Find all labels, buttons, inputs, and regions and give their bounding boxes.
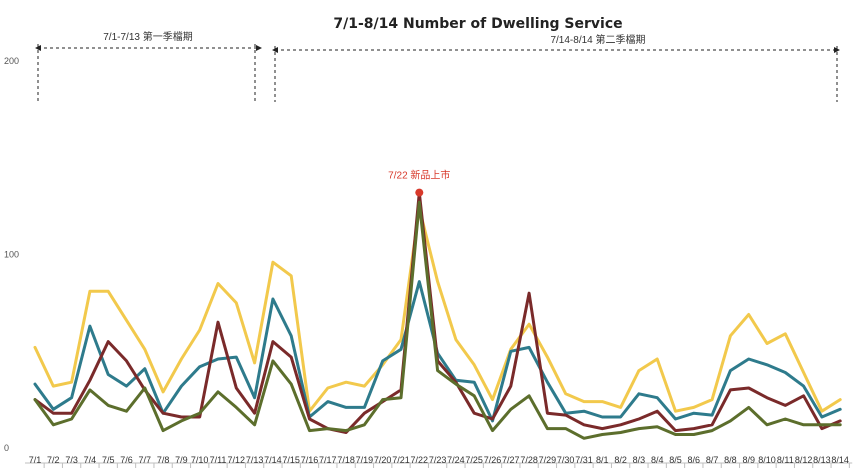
series-line-1 xyxy=(33,206,842,413)
x-tick-label: 7/18 xyxy=(337,455,355,465)
x-tick-label: 7/9 xyxy=(175,455,188,465)
series-lines xyxy=(33,191,842,440)
x-tick-label: 8/2 xyxy=(614,455,627,465)
x-tick-label: 8/4 xyxy=(651,455,664,465)
x-tick-label: 7/13 xyxy=(246,455,264,465)
x-tick-label: 7/11 xyxy=(210,455,227,465)
x-tick-label: 7/21 xyxy=(392,455,410,465)
x-tick-label: 8/5 xyxy=(669,455,682,465)
x-tick-label: 7/7 xyxy=(139,455,152,465)
period-markers: 7/1-7/13 第一季檔期 7/14-8/14 第二季檔期 xyxy=(35,30,840,102)
y-tick-label: 0 xyxy=(4,443,9,453)
y-axis: 0 100 200 xyxy=(4,56,19,453)
x-tick-label: 8/10 xyxy=(758,455,776,465)
x-tick-label: 7/16 xyxy=(301,455,319,465)
x-tick-label: 7/29 xyxy=(539,455,557,465)
x-tick-label: 7/15 xyxy=(282,455,300,465)
x-tick-label: 8/1 xyxy=(596,455,609,465)
x-tick-label: 7/23 xyxy=(429,455,447,465)
annotation-point xyxy=(415,188,424,197)
x-tick-label: 7/1 xyxy=(29,455,42,465)
x-tick-label: 7/20 xyxy=(374,455,392,465)
y-tick-label: 100 xyxy=(4,250,19,260)
x-tick-label: 8/13 xyxy=(813,455,831,465)
x-tick-label: 8/9 xyxy=(742,455,755,465)
period-label: 7/14-8/14 第二季檔期 xyxy=(550,33,645,46)
x-tick-label: 7/14 xyxy=(264,455,282,465)
period-label: 7/1-7/13 第一季檔期 xyxy=(103,30,192,43)
x-tick-label: 7/3 xyxy=(65,455,78,465)
y-tick-label: 200 xyxy=(4,56,19,66)
x-tick-label: 7/24 xyxy=(447,455,465,465)
x-tick-label: 8/3 xyxy=(633,455,646,465)
chart-title: 7/1-8/14 Number of Dwelling Service xyxy=(333,16,622,32)
x-tick-label: 7/12 xyxy=(228,455,246,465)
x-tick-label: 8/12 xyxy=(795,455,813,465)
x-tick-label: 8/8 xyxy=(724,455,737,465)
x-tick-label: 7/6 xyxy=(120,455,133,465)
x-tick-label: 7/2 xyxy=(47,455,60,465)
x-tick-label: 8/7 xyxy=(706,455,719,465)
x-tick-label: 7/31 xyxy=(575,455,593,465)
x-axis: 7/1 7/2 7/3 7/4 7/5 7/6 7/7 7/8 7/9 7/10 7/11 7/12 7… xyxy=(25,455,853,468)
x-tick-label: 7/4 xyxy=(84,455,97,465)
annotation-label: 7/22 新品上市 xyxy=(388,169,450,182)
x-tick-label: 7/8 xyxy=(157,455,170,465)
x-tick-label: 7/28 xyxy=(520,455,538,465)
x-tick-label: 7/10 xyxy=(191,455,209,465)
x-tick-label: 7/17 xyxy=(319,455,337,465)
x-tick-label: 8/14 xyxy=(831,455,849,465)
x-tick-label: 7/25 xyxy=(465,455,483,465)
x-tick-label: 7/22 xyxy=(411,455,429,465)
x-tick-label: 7/27 xyxy=(502,455,520,465)
annotations: 7/22 新品上市 xyxy=(388,169,450,197)
x-tick-label: 8/11 xyxy=(777,455,794,465)
x-tick-label: 7/30 xyxy=(557,455,575,465)
x-tick-label: 7/26 xyxy=(484,455,502,465)
x-tick-label: 7/19 xyxy=(356,455,374,465)
series-line-4 xyxy=(33,200,842,440)
x-tick-label: 8/6 xyxy=(688,455,701,465)
x-tick-label: 7/5 xyxy=(102,455,115,465)
